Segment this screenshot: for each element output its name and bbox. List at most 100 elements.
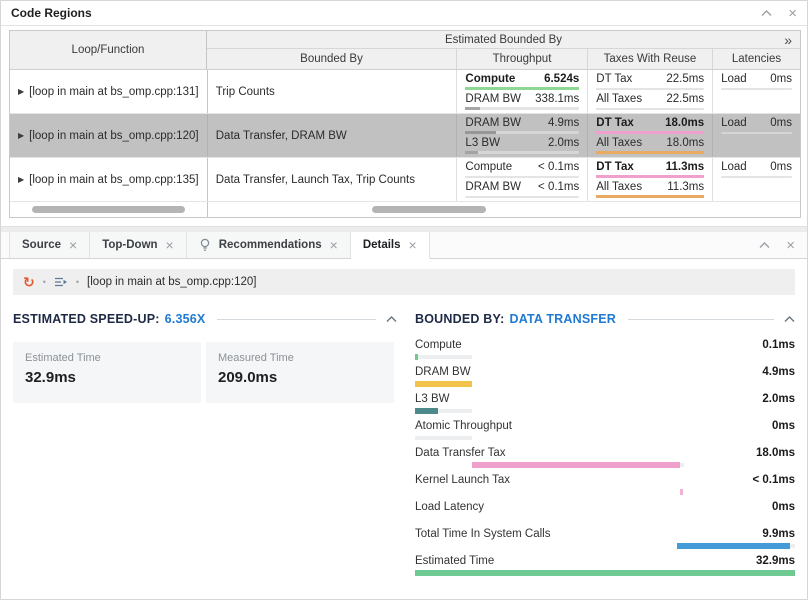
tab-recommendations[interactable]: Recommendations × [186, 232, 351, 258]
throughput-metric: DRAM BW 338.1ms [465, 90, 580, 110]
panel-title: Code Regions [11, 6, 92, 20]
tab-details[interactable]: Details × [350, 232, 430, 259]
tab-source[interactable]: Source × [9, 232, 91, 258]
close-panel-icon[interactable]: × [788, 4, 797, 22]
column-header-loop-function[interactable]: Loop/Function [10, 31, 207, 69]
l3-bw-bar [465, 151, 580, 154]
bounded-by-value: Data Transfer, Launch Tax, Trip Counts [215, 173, 415, 186]
metric-row: Kernel Launch Tax < 0.1ms [415, 474, 795, 495]
speedup-value: 6.356X [164, 312, 206, 326]
dram-bw-bar [465, 107, 580, 110]
flow-icon[interactable] [54, 276, 68, 288]
tax-metric: DT Tax 18.0ms [596, 114, 705, 134]
metric-row: Data Transfer Tax 18.0ms [415, 447, 795, 468]
speedup-heading: ESTIMATED SPEED-UP: [13, 312, 160, 326]
estimated-time-bar [415, 570, 795, 576]
throughput-metric: Compute 6.524s [465, 70, 580, 90]
metric-row: Load Latency 0ms [415, 501, 795, 522]
dt-tax-bar [596, 88, 705, 90]
separator-dot: • [75, 277, 80, 287]
throughput-metric: L3 BW 2.0ms [465, 134, 580, 154]
code-regions-table: Loop/Function Estimated Bounded By » Bou… [9, 30, 801, 218]
column-header-taxes-with-reuse[interactable]: Taxes With Reuse [588, 49, 713, 69]
tab-top-down[interactable]: Top-Down × [90, 232, 187, 258]
bounded-by-value: DATA TRANSFER [509, 312, 616, 326]
kernel-launch-tax-bar [415, 489, 795, 495]
separator-dot: • [42, 277, 46, 287]
expand-row-icon[interactable]: ▶ [18, 175, 25, 184]
tax-metric: All Taxes 11.3ms [596, 178, 705, 198]
table-scroll-area [10, 202, 800, 217]
dram-bw-bar [465, 196, 580, 198]
close-tab-icon[interactable]: × [408, 237, 417, 253]
collapse-section-icon[interactable] [386, 315, 397, 323]
table-row-selected[interactable]: ▶ [loop in main at bs_omp.cpp:120] Data … [10, 114, 800, 158]
tax-metric: DT Tax 11.3ms [596, 158, 705, 178]
tax-metric: All Taxes 18.0ms [596, 134, 705, 154]
lightbulb-icon [199, 238, 211, 252]
collapse-section-icon[interactable] [784, 315, 795, 323]
dram-bw-bar [465, 131, 580, 134]
breadcrumb: ↻ • • [loop in main at bs_omp.cpp:120] [13, 269, 795, 295]
bottom-tabbar: Source × Top-Down × Recommendations × De… [1, 232, 807, 259]
speedup-section: ESTIMATED SPEED-UP: 6.356X Estimated Tim… [13, 309, 397, 582]
tax-metric: DT Tax 22.5ms [596, 70, 705, 90]
close-tab-icon[interactable]: × [165, 237, 174, 253]
dt-tax-bar [596, 131, 705, 134]
latency-metric: Load 0ms [721, 70, 793, 90]
load-latency-bar [415, 516, 795, 522]
section-rule [217, 318, 376, 320]
panel-splitter[interactable] [1, 226, 807, 232]
code-regions-titlebar: Code Regions × [1, 1, 807, 26]
close-tab-icon[interactable]: × [69, 237, 78, 253]
breadcrumb-location: [loop in main at bs_omp.cpp:120] [87, 276, 257, 288]
loop-label: [loop in main at bs_omp.cpp:135] [29, 173, 199, 186]
expand-columns-icon[interactable]: » [784, 32, 792, 48]
horizontal-scrollbar-thumb[interactable] [32, 206, 185, 213]
compute-bar [415, 354, 795, 360]
throughput-metric: DRAM BW 4.9ms [465, 114, 580, 134]
bounded-by-section: BOUNDED BY: DATA TRANSFER Compute 0.1ms D… [415, 309, 795, 582]
compute-bar [465, 176, 580, 178]
metric-row: DRAM BW 4.9ms [415, 366, 795, 387]
estimated-time-card: Estimated Time 32.9ms [13, 342, 201, 403]
table-row[interactable]: ▶ [loop in main at bs_omp.cpp:135] Data … [10, 158, 800, 202]
load-latency-bar [721, 132, 793, 134]
horizontal-scrollbar-thumb[interactable] [372, 206, 486, 213]
bounded-by-heading: BOUNDED BY: [415, 312, 505, 326]
refresh-icon[interactable]: ↻ [23, 274, 35, 290]
load-latency-bar [721, 176, 793, 178]
loop-label: [loop in main at bs_omp.cpp:120] [29, 129, 199, 142]
close-tab-icon[interactable]: × [329, 237, 338, 253]
dt-tax-bar [596, 175, 705, 178]
column-header-latencies[interactable]: Latencies [731, 53, 782, 65]
metric-row: Total Time In System Calls 9.9ms [415, 528, 795, 549]
data-transfer-tax-bar [415, 462, 795, 468]
section-rule [628, 318, 774, 320]
collapse-panel-icon[interactable] [761, 9, 772, 17]
table-row[interactable]: ▶ [loop in main at bs_omp.cpp:131] Trip … [10, 70, 800, 114]
metric-row: Atomic Throughput 0ms [415, 420, 795, 441]
bounded-by-value: Trip Counts [215, 85, 275, 98]
expand-row-icon[interactable]: ▶ [18, 131, 25, 140]
close-panel-icon[interactable]: × [786, 236, 795, 254]
column-header-throughput[interactable]: Throughput [457, 49, 588, 69]
latency-metric: Load 0ms [721, 114, 793, 134]
measured-time-card: Measured Time 209.0ms [206, 342, 394, 403]
all-taxes-bar [596, 195, 705, 198]
expand-row-icon[interactable]: ▶ [18, 87, 25, 96]
column-group-estimated-bounded-by: Estimated Bounded By » [207, 31, 800, 49]
system-calls-bar [415, 543, 795, 549]
throughput-metric: DRAM BW < 0.1ms [465, 178, 580, 198]
l3-bw-bar [415, 408, 795, 414]
all-taxes-bar [596, 151, 705, 154]
metric-row: Compute 0.1ms [415, 339, 795, 360]
collapse-panel-icon[interactable] [759, 241, 770, 249]
details-panel: ESTIMATED SPEED-UP: 6.356X Estimated Tim… [13, 309, 795, 582]
atomic-throughput-bar [415, 435, 795, 441]
column-header-bounded-by[interactable]: Bounded By [207, 49, 457, 69]
tax-metric: All Taxes 22.5ms [596, 90, 705, 110]
table-header: Loop/Function Estimated Bounded By » Bou… [10, 31, 800, 70]
load-latency-bar [721, 88, 793, 90]
